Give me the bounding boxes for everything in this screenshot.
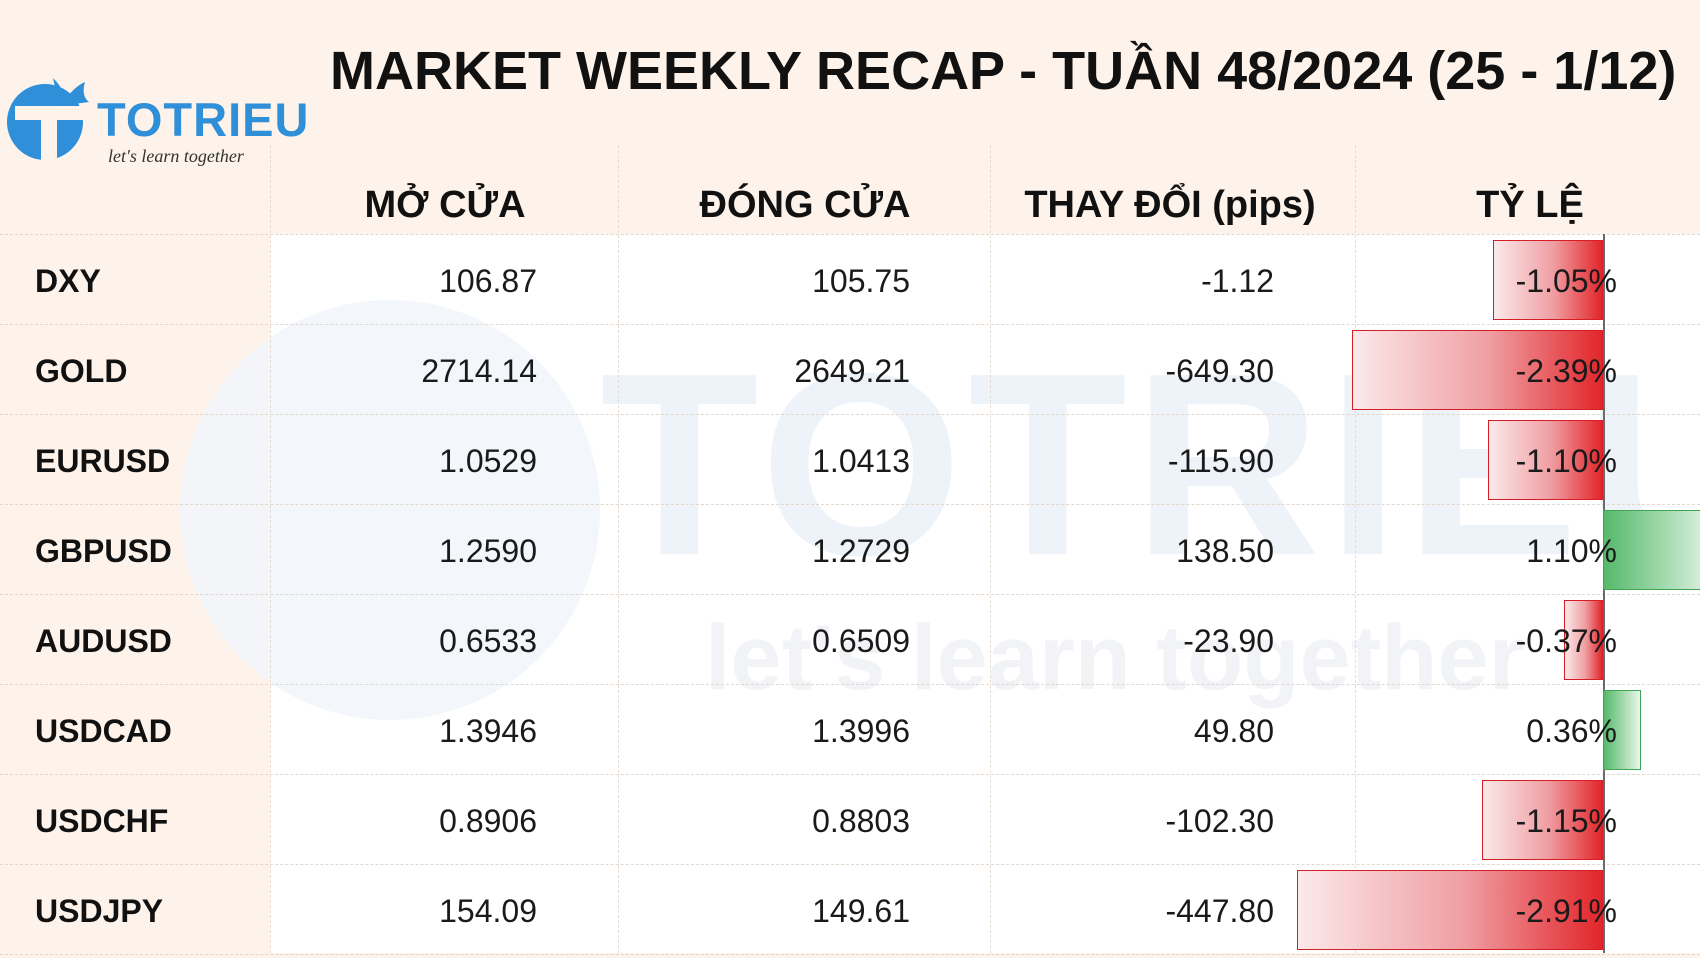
brand-tagline: let's learn together	[108, 146, 244, 166]
change-cell: -447.80	[1165, 893, 1274, 929]
column-divider	[990, 145, 991, 953]
close-cell: 0.8803	[812, 803, 910, 839]
watermark-logo-icon	[180, 300, 600, 720]
row-divider	[0, 954, 1700, 955]
change-cell: -649.30	[1165, 353, 1274, 389]
change-cell: -102.30	[1165, 803, 1274, 839]
watermark-tagline: let's learn together	[705, 607, 1525, 709]
page-title: MARKET WEEKLY RECAP - TUẦN 48/2024 (25 -…	[330, 41, 1677, 101]
symbol-cell: DXY	[35, 263, 101, 299]
brand-logo: TOTRIEU let's learn together	[5, 72, 308, 172]
ratio-bar	[1564, 600, 1603, 680]
open-cell: 0.8906	[439, 803, 537, 839]
open-cell: 1.0529	[439, 443, 537, 479]
column-header-ratio: TỶ LỆ	[1476, 184, 1584, 226]
open-cell: 0.6533	[439, 623, 537, 659]
row-divider	[0, 234, 1700, 235]
open-cell: 154.09	[439, 893, 537, 929]
flame-t-icon	[7, 78, 89, 164]
brand-name: TOTRIEU	[97, 93, 310, 146]
ratio-label: -2.91%	[1515, 893, 1617, 929]
close-cell: 1.2729	[812, 533, 910, 569]
row-divider	[0, 684, 1700, 685]
ratio-bar	[1492, 240, 1603, 320]
bottom-strip	[0, 953, 1700, 958]
close-cell: 0.6509	[812, 623, 910, 659]
close-cell: 105.75	[812, 263, 910, 299]
header-panel	[0, 0, 1700, 234]
row-divider	[0, 864, 1700, 865]
ratio-bar	[1297, 870, 1603, 950]
ratio-label: -2.39%	[1515, 353, 1617, 389]
row-divider	[0, 504, 1700, 505]
change-cell: -23.90	[1183, 623, 1274, 659]
symbol-cell: GBPUSD	[35, 533, 172, 569]
ratio-label: -1.05%	[1515, 263, 1617, 299]
ratio-bar	[1487, 420, 1603, 500]
symbol-cell: AUDUSD	[35, 623, 172, 659]
ratio-bar	[1482, 780, 1603, 860]
ratio-label: -0.37%	[1515, 623, 1617, 659]
zero-axis	[1603, 234, 1605, 953]
open-cell: 2714.14	[421, 353, 537, 389]
ratio-label: -1.15%	[1515, 803, 1617, 839]
column-header-change: THAY ĐỔI (pips)	[1024, 184, 1316, 226]
ratio-bar	[1352, 330, 1603, 410]
close-cell: 149.61	[812, 893, 910, 929]
column-divider	[270, 145, 271, 953]
open-cell: 1.3946	[439, 713, 537, 749]
symbol-cell: USDJPY	[35, 893, 164, 929]
ratio-bar	[1603, 510, 1700, 590]
open-cell: 1.2590	[439, 533, 537, 569]
change-cell: 49.80	[1193, 713, 1274, 749]
open-cell: 106.87	[439, 263, 537, 299]
ratio-label: 0.36%	[1526, 713, 1617, 749]
column-header-open: MỞ CỬA	[364, 184, 526, 226]
row-divider	[0, 774, 1700, 775]
ratio-bar	[1603, 690, 1641, 770]
change-cell: 138.50	[1176, 533, 1274, 569]
close-cell: 1.0413	[812, 443, 910, 479]
change-cell: -115.90	[1167, 443, 1274, 479]
change-cell: -1.12	[1201, 263, 1274, 299]
ratio-label: 1.10%	[1526, 533, 1617, 569]
close-cell: 2649.21	[794, 353, 910, 389]
symbol-cell: USDCHF	[35, 803, 169, 839]
column-header-close: ĐÓNG CỬA	[699, 184, 911, 226]
ratio-label: -1.10%	[1515, 443, 1617, 479]
column-divider	[618, 145, 619, 953]
row-divider	[0, 324, 1700, 325]
column-divider	[1355, 145, 1356, 953]
symbol-cell: GOLD	[35, 353, 128, 389]
symbol-cell: USDCAD	[35, 713, 172, 749]
symbol-cell: EURUSD	[35, 443, 171, 479]
close-cell: 1.3996	[812, 713, 910, 749]
row-divider	[0, 414, 1700, 415]
row-divider	[0, 594, 1700, 595]
